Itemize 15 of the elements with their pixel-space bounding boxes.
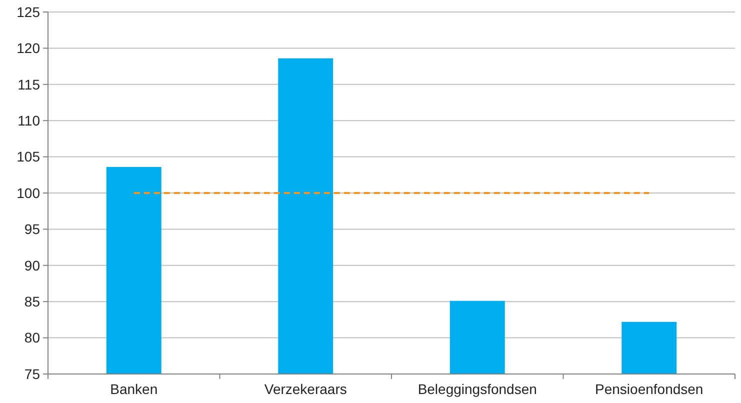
y-tick-label: 110 bbox=[18, 112, 40, 128]
y-tick-label: 115 bbox=[18, 76, 40, 92]
y-tick-label: 105 bbox=[16, 148, 40, 165]
y-tick-label: 80 bbox=[24, 330, 40, 346]
x-tick-label: Pensioenfondsen bbox=[595, 381, 704, 397]
y-tick-label: 90 bbox=[24, 257, 40, 274]
x-tick-label: Beleggingsfondsen bbox=[418, 381, 537, 397]
x-tick-label: Verzekeraars bbox=[264, 381, 347, 397]
y-tick-label: 100 bbox=[16, 184, 40, 201]
y-tick-label: 85 bbox=[24, 294, 40, 310]
y-tick-label: 120 bbox=[16, 40, 40, 56]
y-tick-label: 125 bbox=[16, 4, 40, 20]
y-tick-label: 95 bbox=[24, 221, 40, 238]
x-tick-label: Banken bbox=[110, 381, 158, 397]
y-tick-label: 75 bbox=[24, 366, 40, 382]
